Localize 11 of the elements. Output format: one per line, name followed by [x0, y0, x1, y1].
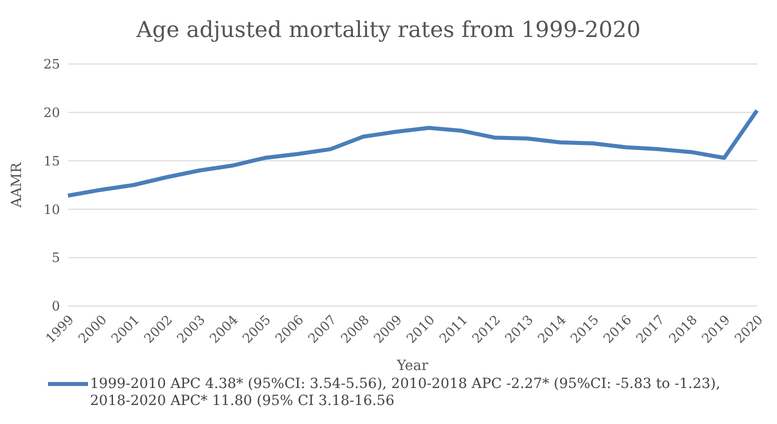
- y-tick-label: 15: [43, 154, 60, 170]
- y-tick-label: 10: [43, 202, 60, 218]
- chart-title: Age adjusted mortality rates from 1999-2020: [135, 17, 642, 45]
- legend-label: 1999-2010 APC 4.38* (95%CI: 3.54-5.56), 2010-2018 APC -2.27* (95%CI: -5.83 to -1.23), 2018-2020 APC* 11.80 (95% CI 3.18-16.56: [90, 376, 722, 410]
- y-tick-label: 5: [52, 251, 60, 266]
- y-tick-label: 25: [43, 58, 60, 73]
- line-series: [66, 108, 759, 198]
- x-axis-title: Year: [396, 358, 428, 374]
- y-tick-label: 20: [43, 106, 60, 122]
- y-axis-title: AAMR: [8, 162, 25, 209]
- y-tick-label: 0: [52, 300, 60, 315]
